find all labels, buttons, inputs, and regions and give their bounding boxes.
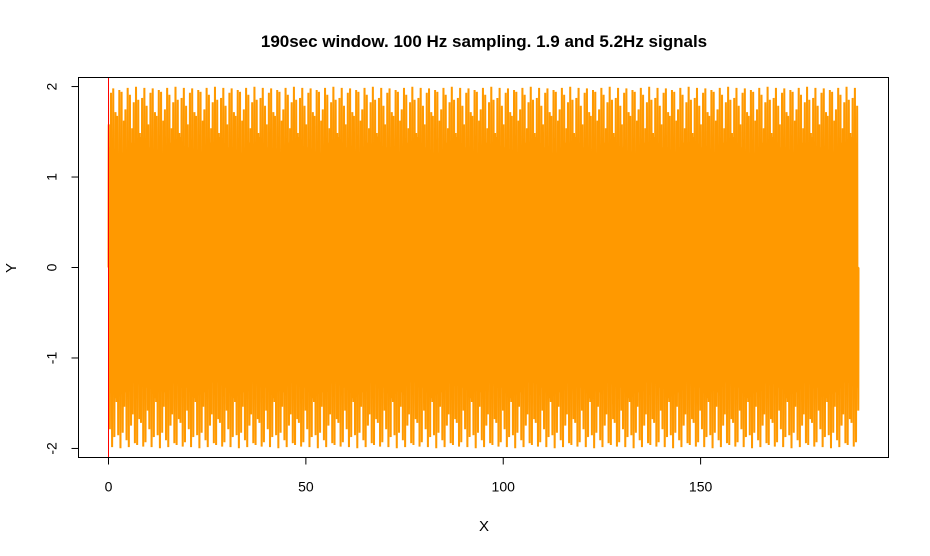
x-tick-label: 100 <box>492 479 516 495</box>
y-tick-label: -1 <box>44 352 60 365</box>
y-tick-label: 1 <box>44 173 60 181</box>
y-tick-label: 2 <box>44 82 60 90</box>
x-tick-label: 0 <box>105 479 113 495</box>
x-tick-label: 150 <box>689 479 713 495</box>
chart-title: 190sec window. 100 Hz sampling. 1.9 and … <box>261 32 707 51</box>
series-line <box>107 86 860 449</box>
y-tick-label: 0 <box>44 263 60 271</box>
plot-area <box>107 77 860 458</box>
x-axis-label: X <box>479 518 489 535</box>
y-tick-label: -2 <box>44 442 60 455</box>
x-tick-label: 50 <box>298 479 314 495</box>
x-axis: 0 50 100 150 <box>105 457 713 495</box>
y-axis-label: Y <box>3 263 20 273</box>
y-axis: -2 -1 0 1 2 <box>44 82 79 455</box>
